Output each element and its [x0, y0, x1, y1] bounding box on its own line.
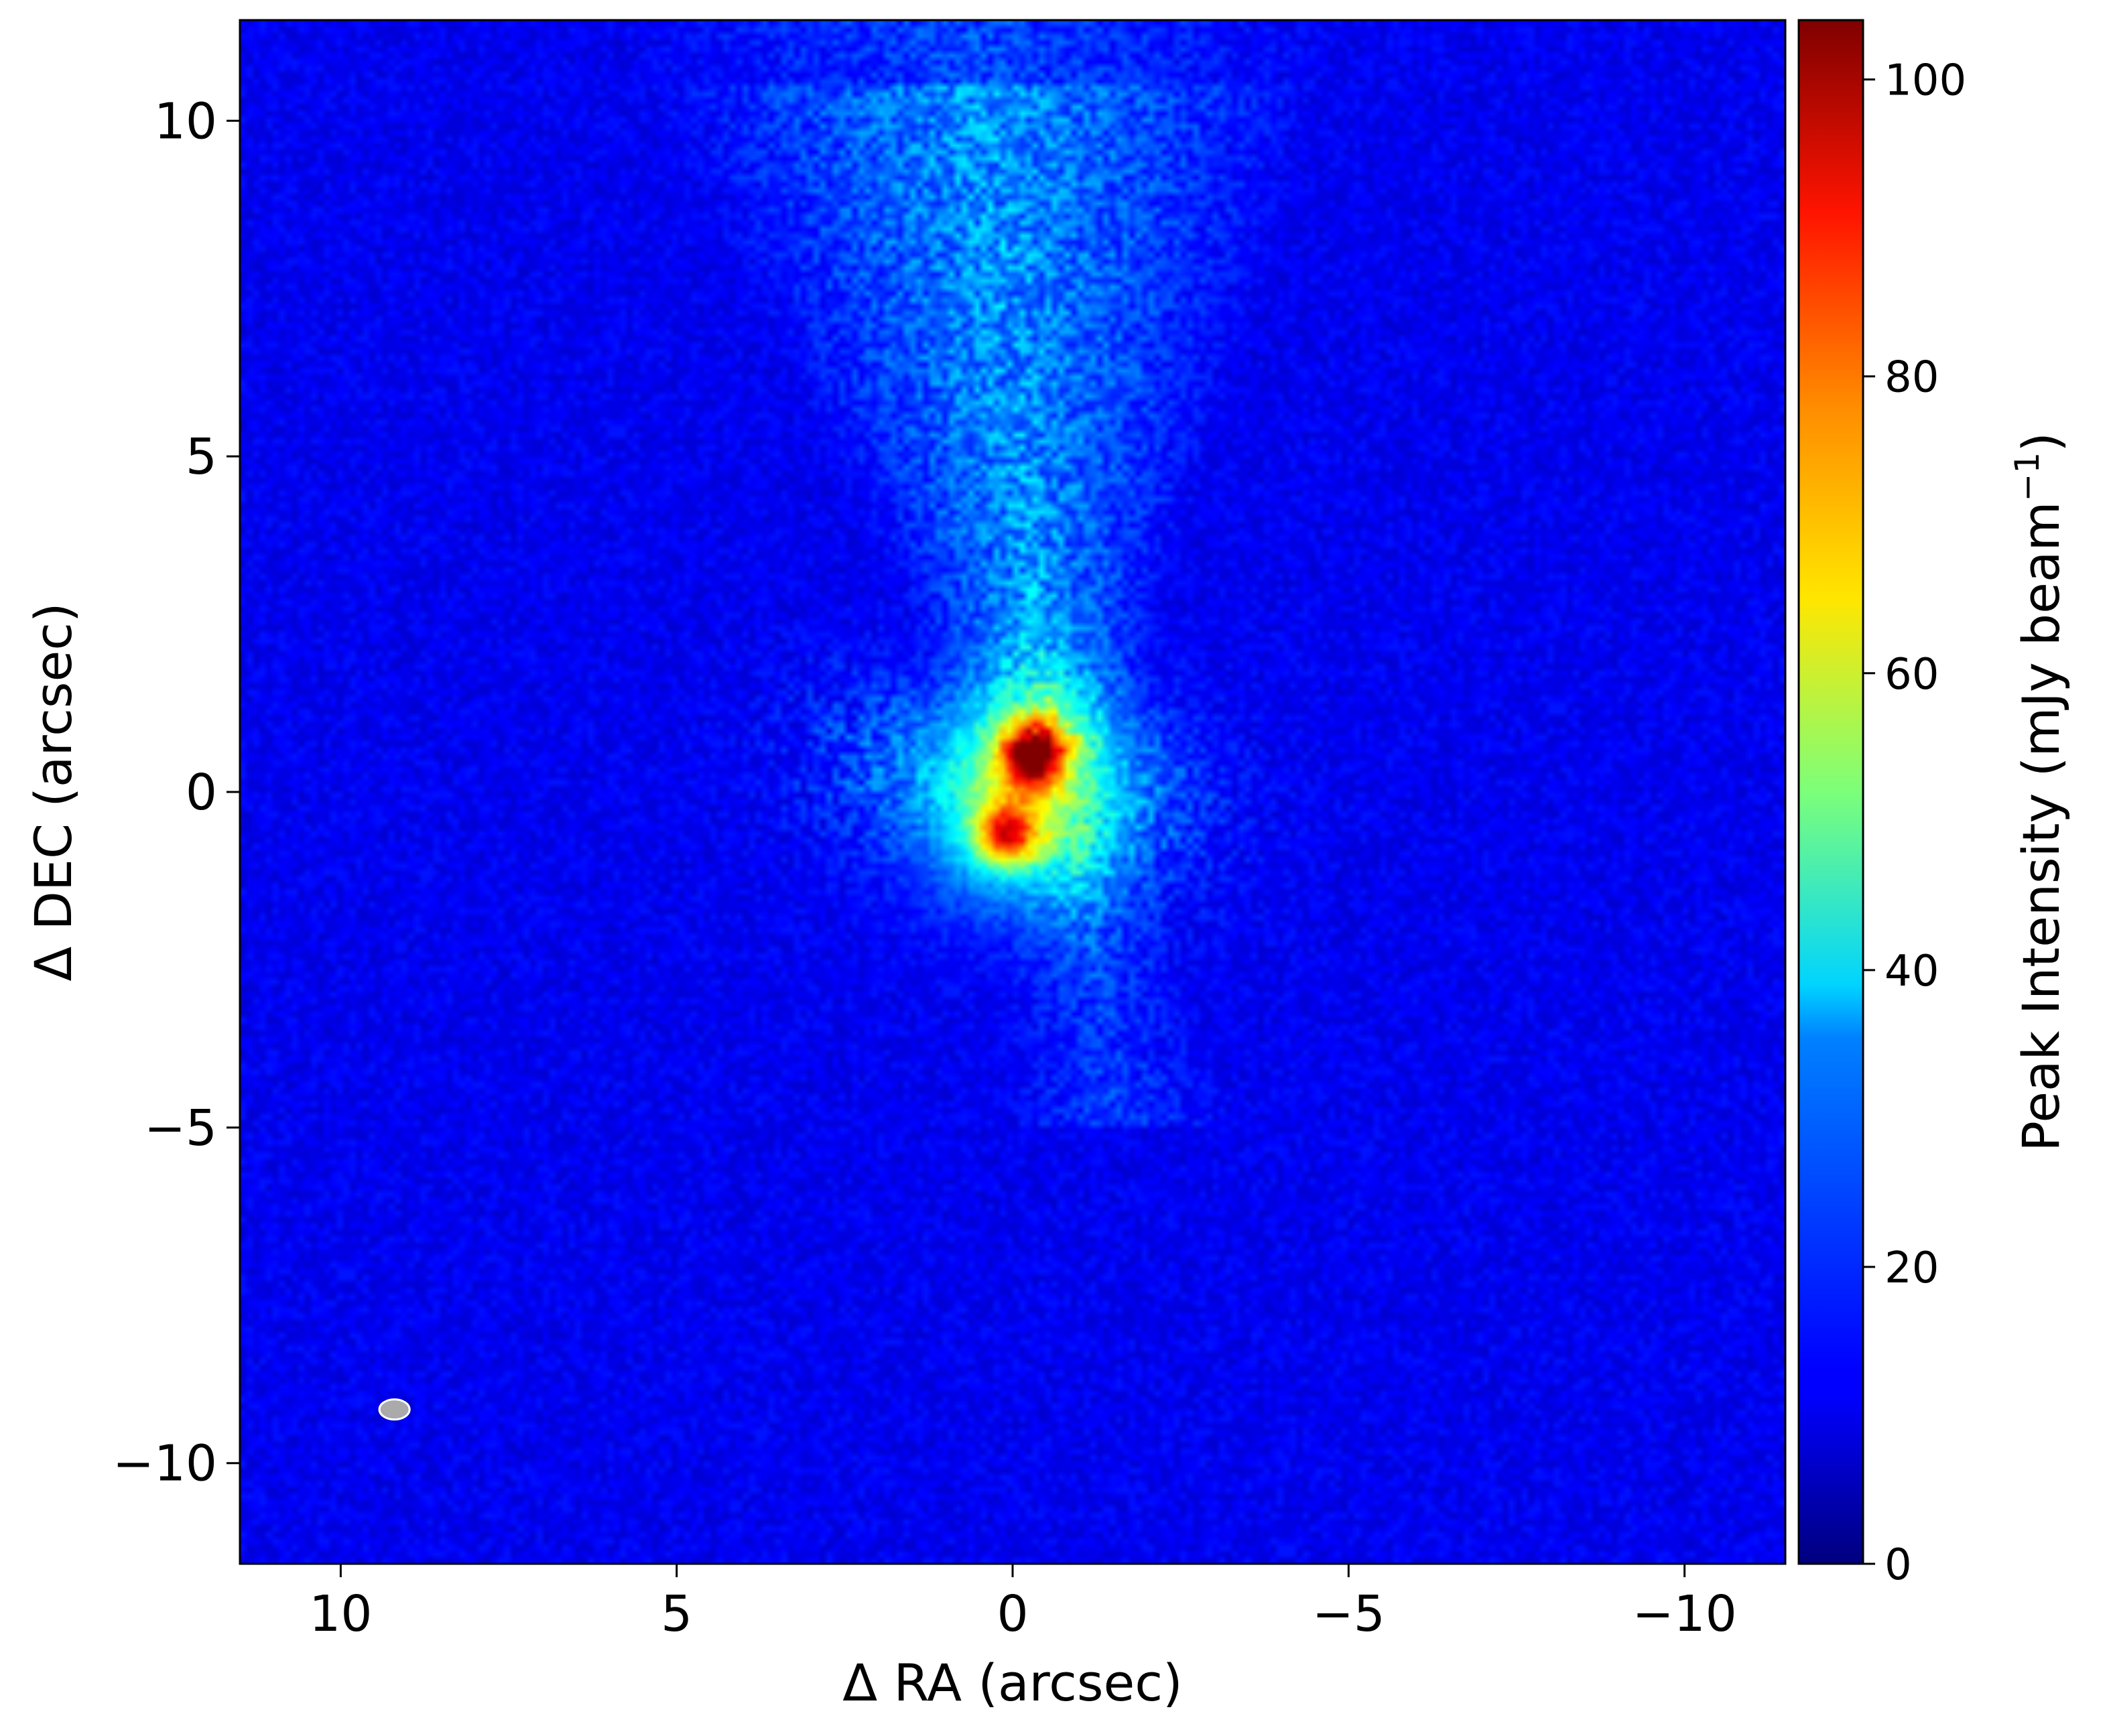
x-tick-label: −5	[1312, 1585, 1385, 1643]
colorbar-label: Peak Intensity (mJy beam−1)	[2008, 432, 2071, 1152]
x-tick-label: 5	[661, 1585, 692, 1643]
colorbar-label-close: )	[2011, 432, 2071, 452]
y-tick-label: 10	[154, 92, 217, 150]
colorbar-gradient	[1797, 19, 1864, 1565]
x-tick-label: 10	[309, 1585, 372, 1643]
x-axis-label: Δ RA (arcsec)	[842, 1653, 1182, 1713]
beam-ellipse	[378, 1398, 411, 1421]
heatmap-plot-area	[239, 19, 1787, 1565]
colorbar: 0 20 40 60 80 100 Peak Intensity (mJy beam−1)	[1797, 19, 2071, 1590]
y-tick-label: −5	[144, 1099, 217, 1157]
heatmap-image	[240, 20, 1785, 1564]
y-axis-ticks: 10 5 0 −5 −10	[113, 92, 240, 1493]
x-axis-ticks: 10 5 0 −5 −10	[309, 1564, 1737, 1643]
y-axis-label: Δ DEC (arcsec)	[23, 602, 83, 981]
colorbar-tick-label: 60	[1885, 650, 1939, 699]
colorbar-tick-label: 100	[1885, 56, 1966, 106]
y-tick-label: −10	[113, 1435, 217, 1493]
y-tick-label: 0	[186, 764, 217, 821]
x-tick-label: 0	[997, 1585, 1028, 1643]
colorbar-tick-label: 20	[1885, 1244, 1939, 1293]
colorbar-label-exponent: −1	[2008, 452, 2047, 502]
y-tick-label: 5	[186, 428, 217, 486]
colorbar-ticks: 0 20 40 60 80 100	[1863, 56, 1966, 1590]
x-tick-label: −10	[1633, 1585, 1737, 1643]
colorbar-label-main: Peak Intensity (mJy beam	[2011, 501, 2071, 1151]
colorbar-tick-label: 40	[1885, 947, 1939, 996]
colorbar-tick-label: 0	[1885, 1540, 1912, 1590]
colorbar-tick-label: 80	[1885, 353, 1939, 403]
